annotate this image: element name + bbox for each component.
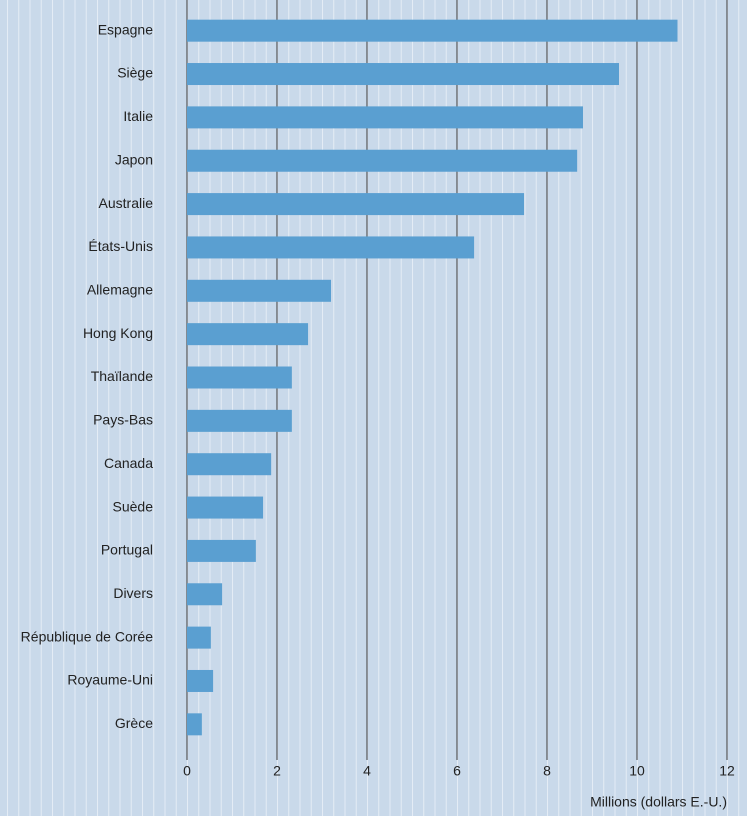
bar xyxy=(187,453,272,476)
bar xyxy=(187,193,525,216)
y-tick-label: Italie xyxy=(123,108,153,124)
y-tick-label: Suède xyxy=(113,498,154,514)
y-tick-label: États-Unis xyxy=(88,238,153,254)
bar xyxy=(187,669,214,692)
bar xyxy=(187,149,578,172)
bar xyxy=(187,713,202,736)
y-tick-label: Portugal xyxy=(101,542,153,558)
y-tick-label: Pays-Bas xyxy=(93,412,153,428)
x-tick-label: 6 xyxy=(453,763,461,779)
x-tick-label: 2 xyxy=(273,763,281,779)
y-tick-label: République de Corée xyxy=(21,628,154,644)
y-tick-label: Canada xyxy=(104,455,153,471)
bar xyxy=(187,409,292,432)
x-tick-label: 0 xyxy=(183,763,191,779)
y-tick-label: Espagne xyxy=(98,21,153,37)
x-tick-label: 12 xyxy=(719,763,735,779)
bar xyxy=(187,366,292,389)
bar xyxy=(187,496,264,519)
bar xyxy=(187,106,583,129)
bar xyxy=(187,236,475,259)
y-tick-label: Australie xyxy=(99,195,154,211)
bar xyxy=(187,323,309,346)
bar xyxy=(187,19,678,42)
x-tick-label: 10 xyxy=(629,763,645,779)
y-tick-label: Grèce xyxy=(115,715,153,731)
y-tick-label: Hong Kong xyxy=(83,325,153,341)
bar xyxy=(187,63,619,86)
bar xyxy=(187,626,211,649)
x-tick-label: 4 xyxy=(363,763,371,779)
x-axis-label: Millions (dollars E.-U.) xyxy=(590,794,727,810)
y-tick-label: Divers xyxy=(113,585,153,601)
y-tick-label: Siège xyxy=(117,65,153,81)
y-tick-label: Japon xyxy=(115,151,153,167)
x-tick-label: 8 xyxy=(543,763,551,779)
y-tick-label: Royaume-Uni xyxy=(67,672,153,688)
y-tick-label: Thaïlande xyxy=(91,368,153,384)
y-tick-label: Allemagne xyxy=(87,281,153,297)
bar xyxy=(187,279,331,302)
bar xyxy=(187,539,256,562)
bar xyxy=(187,583,223,606)
